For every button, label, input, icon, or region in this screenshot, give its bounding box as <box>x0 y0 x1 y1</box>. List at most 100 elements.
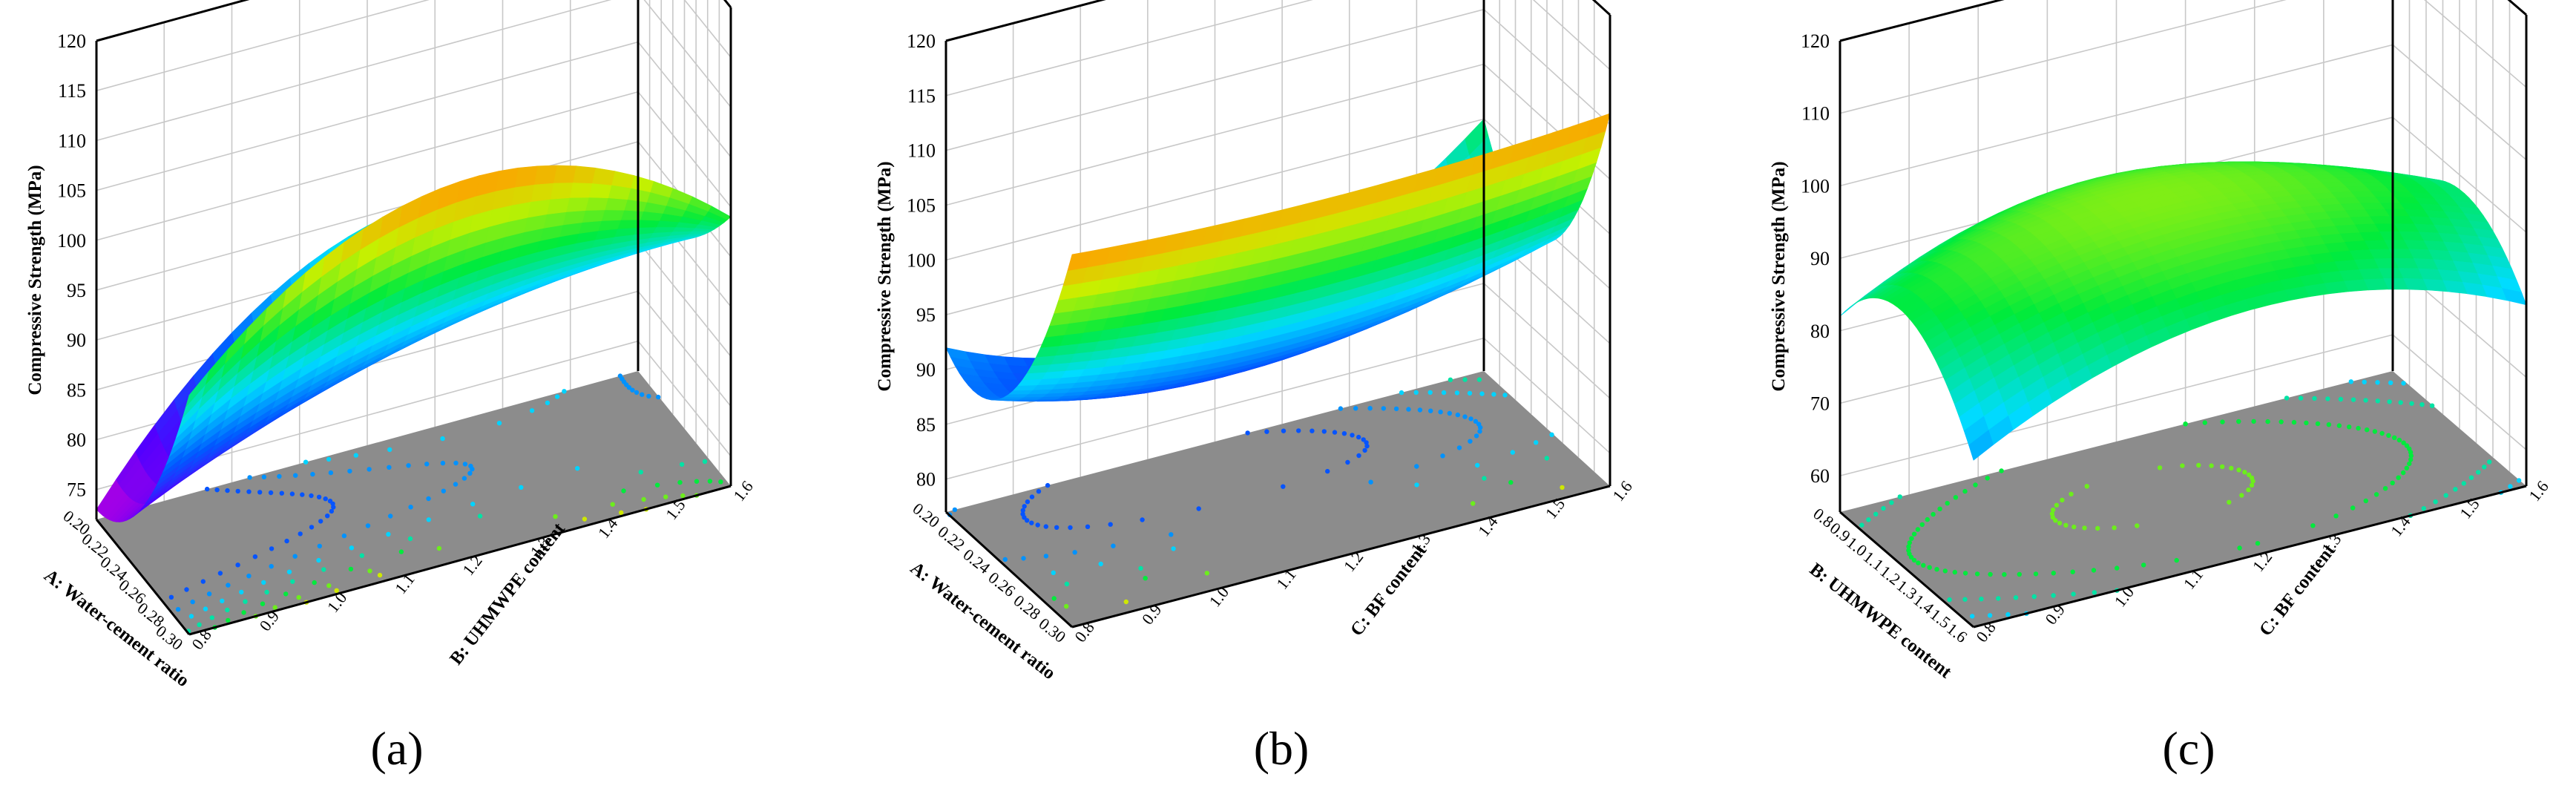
contour-point <box>1866 517 1871 522</box>
contour-point <box>1072 550 1077 555</box>
contour-point <box>1473 419 1479 424</box>
contour-point <box>1138 565 1143 571</box>
z-tick-label: 100 <box>1801 175 1830 197</box>
contour-point <box>2401 440 2406 445</box>
contour-point <box>2095 525 2100 531</box>
contour-point <box>2315 421 2321 427</box>
contour-point <box>529 408 535 413</box>
contour-point <box>2236 467 2241 473</box>
contour-point <box>2375 380 2380 385</box>
contour-point <box>184 587 189 592</box>
contour-point <box>1427 390 1433 396</box>
contour-point <box>634 390 640 396</box>
z-tick-label: 100 <box>907 249 936 271</box>
contour-point <box>203 606 208 611</box>
surface-cell <box>585 197 608 211</box>
contour-point <box>1043 554 1049 559</box>
contour-point <box>2408 457 2414 462</box>
contour-point <box>1945 501 1950 506</box>
response-surface <box>1839 161 2527 461</box>
contour-point <box>1022 504 1027 509</box>
z-tick-label: 80 <box>1810 321 1830 342</box>
contour-point <box>1510 450 1516 455</box>
contour-point <box>621 488 626 493</box>
contour-point <box>328 470 334 476</box>
contour-point <box>2242 470 2247 475</box>
contour-point <box>387 465 392 470</box>
contour-point <box>217 571 223 576</box>
contour-point <box>477 514 483 519</box>
z-axis-title: Compressive Strength (MPa) <box>1769 161 1789 391</box>
contour-point <box>441 488 446 493</box>
contour-point <box>640 392 645 397</box>
contour-point <box>2291 419 2297 425</box>
contour-point <box>436 545 442 551</box>
contour-point <box>367 467 372 472</box>
contour-point <box>1456 445 1462 450</box>
contour-point <box>2091 568 2097 573</box>
contour-point <box>2255 541 2261 546</box>
axes-frame <box>95 0 732 636</box>
z-tick-label: 75 <box>67 479 86 501</box>
contour-point <box>1413 390 1419 396</box>
contour-point <box>1962 571 1968 576</box>
z-tick-label: 100 <box>57 230 86 252</box>
surface-cell <box>588 183 612 199</box>
contour-point <box>718 479 723 485</box>
contour-point <box>300 492 305 497</box>
contour-point <box>1873 511 1879 516</box>
contour-point <box>1098 561 1103 567</box>
contour-point <box>1534 440 1539 445</box>
contour-point <box>2363 398 2368 403</box>
contour-point <box>2401 381 2406 386</box>
contour-point <box>426 517 431 522</box>
contour-point <box>2265 419 2270 424</box>
contour-point <box>1906 544 1911 549</box>
contour-point <box>286 569 292 574</box>
z-tick-label: 120 <box>907 30 936 52</box>
contour-point <box>1942 568 1948 574</box>
surface-cell <box>1968 430 1994 461</box>
surface-cell <box>530 183 554 203</box>
contour-point <box>519 485 524 490</box>
contour-point <box>243 599 248 604</box>
floor-plane <box>96 371 731 634</box>
contour-point <box>2468 475 2474 480</box>
z-tick-label: 120 <box>57 30 86 52</box>
contour-point <box>1919 522 1925 528</box>
contour-point <box>2249 475 2255 481</box>
contour-point <box>2372 429 2378 434</box>
contour-point <box>1054 525 1059 530</box>
contour-point <box>2220 419 2225 424</box>
contour-point <box>2419 402 2425 407</box>
y-tick-label: 1.6 <box>1609 477 1636 505</box>
z-tick-label: 85 <box>67 379 86 401</box>
contour-point <box>1025 499 1031 505</box>
surface-cell <box>553 165 576 183</box>
surface-cell <box>546 197 570 215</box>
contour-point <box>188 614 194 619</box>
contour-point <box>1962 488 1968 494</box>
contour-point <box>1468 416 1473 421</box>
contour-point <box>296 594 301 600</box>
contour-point <box>2407 461 2412 467</box>
contour-floor <box>1840 371 2526 627</box>
contour-point <box>1341 431 1347 436</box>
contour-point <box>2227 499 2232 505</box>
y-tick-label: 1.6 <box>729 477 757 505</box>
contour-point <box>1399 390 1404 396</box>
contour-point <box>235 562 240 568</box>
z-tick-label: 90 <box>1810 248 1830 269</box>
contour-point <box>1296 428 1301 433</box>
contour-point <box>2350 505 2356 511</box>
contour-point <box>2298 396 2304 401</box>
contour-point <box>1544 456 1549 461</box>
contour-point <box>470 502 476 507</box>
contour-point <box>2363 498 2368 504</box>
contour-point <box>1479 391 1485 396</box>
contour-point <box>407 536 413 542</box>
contour-point <box>1448 377 1453 382</box>
contour-point <box>1987 613 1993 618</box>
contour-point <box>2392 435 2397 440</box>
